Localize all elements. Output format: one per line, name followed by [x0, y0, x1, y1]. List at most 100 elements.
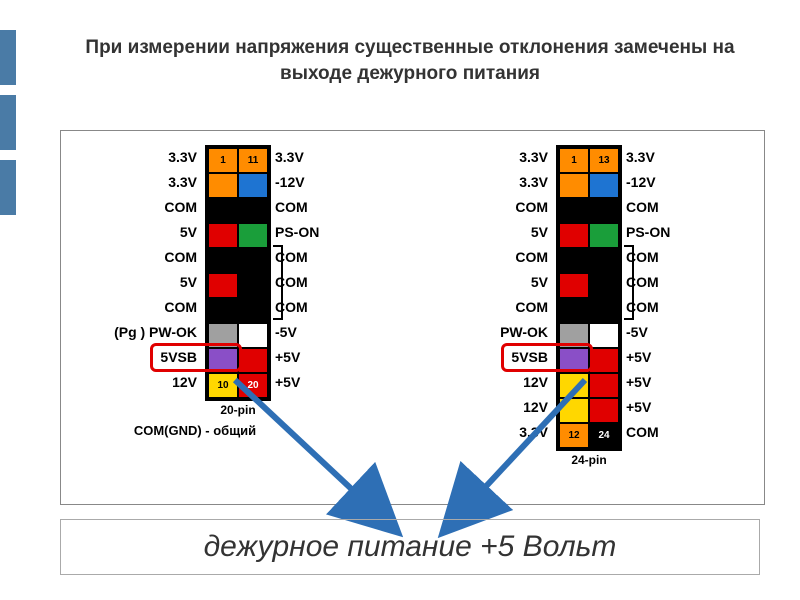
pin	[559, 273, 589, 298]
pin-label-left: 5V	[418, 224, 548, 240]
pin: 10	[208, 373, 238, 398]
pin	[208, 298, 238, 323]
pin-label-right: COM	[275, 249, 405, 265]
highlight-5vsb	[501, 343, 593, 372]
pin-label-left: COM	[67, 199, 197, 215]
pin-row	[559, 198, 619, 223]
connector-caption: 24-pin	[556, 453, 622, 467]
pin	[559, 223, 589, 248]
connector-20pin: 1111020 3.3V3.3V3.3V-12VCOMCOM5VPS-ONCOM…	[65, 133, 410, 493]
pin-label-left: 12V	[418, 374, 548, 390]
accent-bar	[0, 95, 16, 150]
gnd-note: COM(GND) - общий	[95, 423, 295, 438]
pin-label-left: 3.3V	[418, 174, 548, 190]
pin-label-left: 5V	[418, 274, 548, 290]
pin-row: 113	[559, 148, 619, 173]
pin-row	[559, 223, 619, 248]
pin: 12	[559, 423, 589, 448]
connector-caption: 20-pin	[205, 403, 271, 417]
pin	[559, 248, 589, 273]
com-bracket	[624, 245, 634, 320]
pin-label-right: COM	[626, 249, 756, 265]
pin-label-right: +5V	[275, 349, 405, 365]
pin-label-left: 5V	[67, 274, 197, 290]
pin	[238, 223, 268, 248]
pin-label-left: COM	[418, 199, 548, 215]
pin-label-left: 12V	[418, 399, 548, 415]
pin-label-left: COM	[67, 299, 197, 315]
pin-label-right: +5V	[275, 374, 405, 390]
pin	[589, 398, 619, 423]
pin	[559, 373, 589, 398]
pinout-diagram: 1111020 3.3V3.3V3.3V-12VCOMCOM5VPS-ONCOM…	[60, 130, 765, 505]
pin: 11	[238, 148, 268, 173]
pin-row: 1020	[208, 373, 268, 398]
pin	[559, 198, 589, 223]
pin-label-right: COM	[626, 299, 756, 315]
pin	[589, 173, 619, 198]
pin: 24	[589, 423, 619, 448]
pin-label-right: 3.3V	[275, 149, 405, 165]
pin-row	[559, 273, 619, 298]
pin	[559, 173, 589, 198]
pin	[208, 248, 238, 273]
pin-label-right: +5V	[626, 349, 756, 365]
com-bracket	[273, 245, 283, 320]
pin	[208, 198, 238, 223]
pin-label-right: +5V	[626, 374, 756, 390]
accent-bar	[0, 160, 16, 215]
pin-label-left: 3.3V	[418, 149, 548, 165]
pin	[589, 223, 619, 248]
pin-row	[559, 373, 619, 398]
pin-label-left: (Pg ) PW-OK	[67, 324, 197, 340]
pin-row	[559, 173, 619, 198]
pin	[589, 323, 619, 348]
pin: 13	[589, 148, 619, 173]
pin-label-left: COM	[418, 249, 548, 265]
pin	[559, 298, 589, 323]
pin	[238, 198, 268, 223]
pin	[589, 373, 619, 398]
pin-label-right: PS-ON	[275, 224, 405, 240]
pin-label-right: COM	[626, 274, 756, 290]
pin	[238, 273, 268, 298]
pin-row	[208, 173, 268, 198]
pin-label-right: COM	[626, 199, 756, 215]
pin-label-left: COM	[67, 249, 197, 265]
pin-row	[559, 398, 619, 423]
pin-label-right: -12V	[275, 174, 405, 190]
callout-label: дежурное питание +5 Вольт	[60, 519, 760, 575]
pin-label-right: -5V	[626, 324, 756, 340]
pin-row: 111	[208, 148, 268, 173]
pin-label-left: 3.3V	[418, 424, 548, 440]
pin-label-right: COM	[275, 199, 405, 215]
pin	[589, 273, 619, 298]
pin-label-left: 5V	[67, 224, 197, 240]
pin-label-right: COM	[626, 424, 756, 440]
pin	[208, 223, 238, 248]
pin-row	[208, 198, 268, 223]
pin-row	[559, 298, 619, 323]
pin	[238, 323, 268, 348]
pin-label-right: COM	[275, 299, 405, 315]
pin	[238, 348, 268, 373]
pin-row	[208, 223, 268, 248]
pin-row	[559, 248, 619, 273]
pin	[238, 298, 268, 323]
accent-bar	[0, 30, 16, 85]
pin-label-right: PS-ON	[626, 224, 756, 240]
pin-label-right: -5V	[275, 324, 405, 340]
pin	[589, 348, 619, 373]
pin	[589, 248, 619, 273]
pin: 20	[238, 373, 268, 398]
pin	[589, 198, 619, 223]
pin	[208, 173, 238, 198]
pin-label-left: COM	[418, 299, 548, 315]
pin-row	[208, 273, 268, 298]
pin	[208, 273, 238, 298]
pin-row: 1224	[559, 423, 619, 448]
pin-row	[208, 248, 268, 273]
pin: 1	[559, 148, 589, 173]
slide-title: При измерении напряжения существенные от…	[60, 35, 760, 86]
pin-label-left: PW-OK	[418, 324, 548, 340]
